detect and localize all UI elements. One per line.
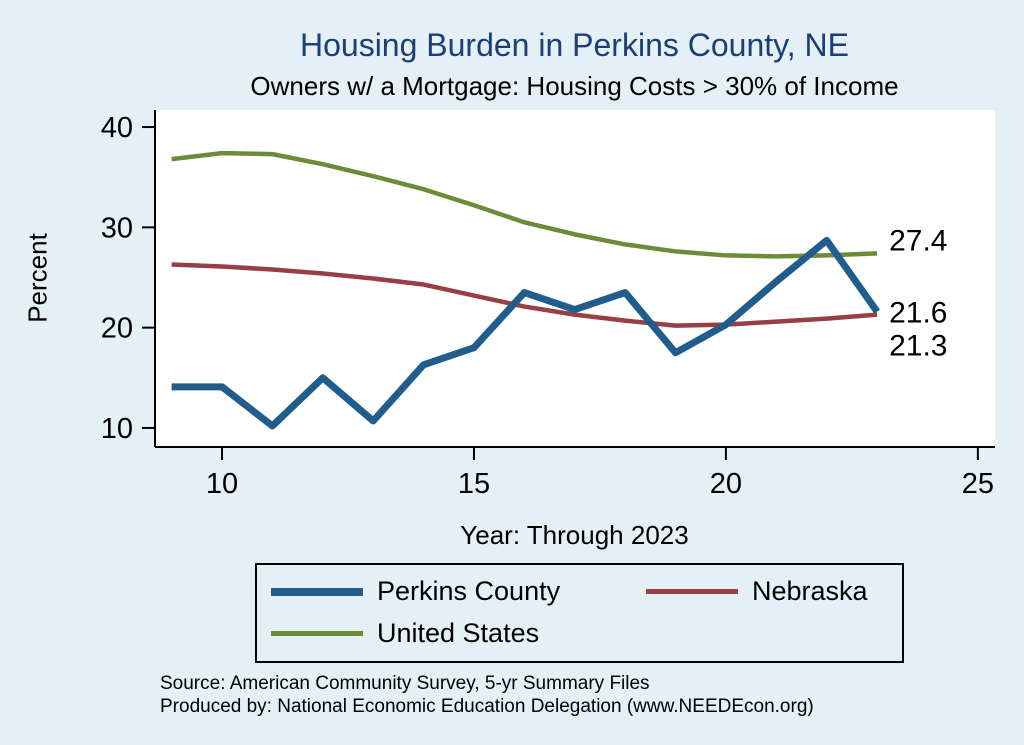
end-label-perkins-county: 21.6 [889,297,947,330]
x-tick-label: 15 [458,468,490,500]
plot-area [155,110,995,447]
x-tick-label: 10 [206,468,238,500]
x-tick-label: 25 [962,468,994,500]
legend-swatch-united-states [271,631,363,637]
legend-item-nebraska: Nebraska [646,575,888,609]
legend-label-nebraska: Nebraska [752,576,868,606]
x-tick-label: 20 [710,468,742,500]
y-axis-label: Percent [22,233,53,323]
generated-chart-content: 10 20 30 40 10 15 20 25 27.4 21.321.6 [101,112,994,500]
legend-label-perkins-county: Perkins County [377,576,561,606]
y-tick-label: 10 [101,413,133,445]
legend-item-united-states: United States [271,617,646,651]
legend-swatch-nebraska [646,589,738,595]
source-note: Source: American Community Survey, 5-yr … [160,672,814,718]
end-label-united-states: 27.4 [889,224,947,257]
line-united-states [171,150,878,259]
y-tick-label: 40 [101,112,133,144]
chart-subtitle: Owners w/ a Mortgage: Housing Costs > 30… [250,71,899,101]
legend-swatch-perkins-county [271,587,363,596]
line-perkins-county [171,236,880,430]
x-axis-title: Year: Through 2023 [460,520,689,550]
chart-title: Housing Burden in Perkins County, NE [299,27,849,63]
legend-item-perkins-county: Perkins County [271,575,646,609]
y-tick-label: 30 [101,212,133,244]
legend: Perkins County Nebraska United States [255,563,904,663]
source-line-1: Source: American Community Survey, 5-yr … [160,673,650,694]
end-label-nebraska: 21.3 [889,330,947,363]
line-nebraska [171,262,878,328]
y-tick-label: 20 [101,313,133,345]
legend-label-united-states: United States [377,617,540,648]
source-line-2: Produced by: National Economic Education… [160,696,814,718]
